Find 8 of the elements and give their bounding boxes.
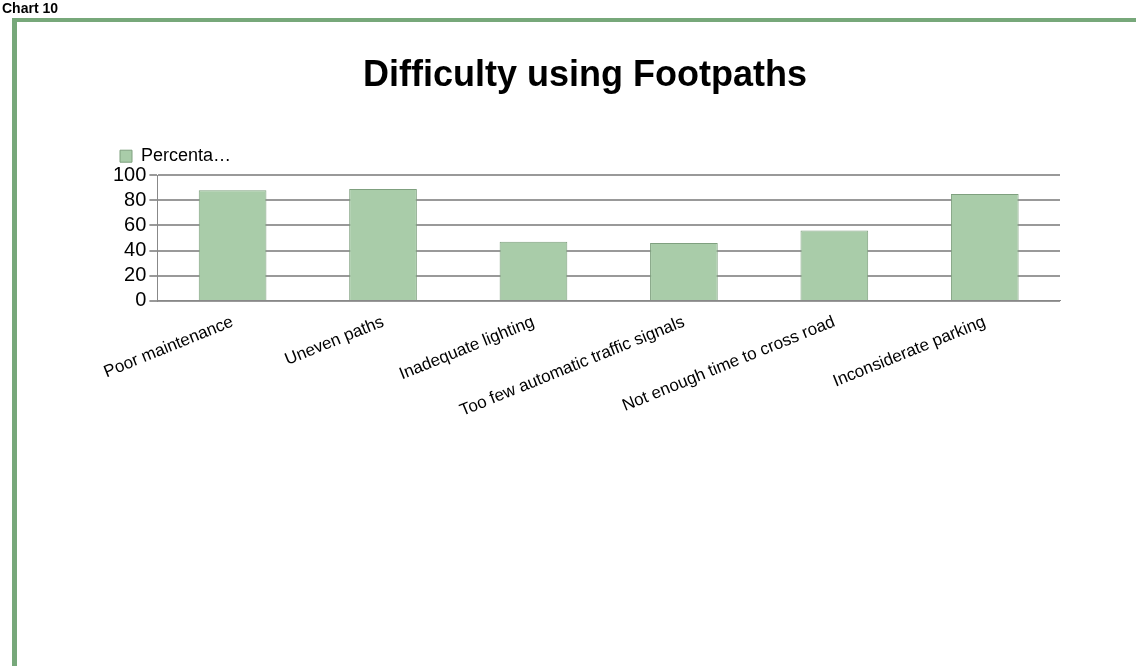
y-tick-label: 0 (135, 288, 147, 311)
caption: Chart 10 (2, 0, 59, 16)
y-tick-label: 60 (124, 213, 147, 236)
x-tick-label: Uneven paths (281, 311, 387, 369)
chart-title: Difficulty using Footpaths (363, 52, 807, 94)
y-tick-label: 40 (124, 238, 147, 261)
y-tick-label: 80 (124, 187, 147, 210)
y-tick-label: 20 (124, 263, 147, 286)
